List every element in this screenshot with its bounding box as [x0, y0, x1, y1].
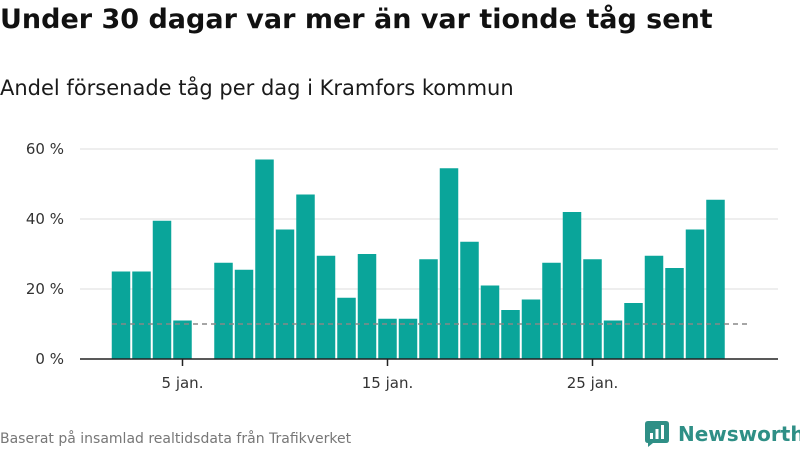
x-tick-label: 5 jan.: [162, 374, 204, 392]
y-tick-label: 60 %: [26, 140, 64, 158]
bar: [275, 229, 295, 359]
bar: [542, 262, 561, 359]
bar: [562, 212, 582, 359]
bar: [357, 254, 377, 359]
bar-chart: 0 % 20 % 40 % 60 % 5 jan. 15 jan. 25 jan.: [26, 140, 778, 392]
bar: [706, 199, 725, 359]
bar: [378, 318, 397, 359]
bar: [439, 168, 459, 359]
bar: [685, 229, 705, 359]
bar: [111, 271, 131, 359]
newsworthy-logo-icon: [645, 421, 669, 447]
brand-name: Newsworthy: [678, 422, 800, 446]
newsworthy-logo: Newsworthy: [644, 419, 800, 449]
bar: [316, 255, 336, 359]
bar: [132, 271, 151, 359]
bar: [255, 159, 274, 359]
x-tick-label: 25 jan.: [567, 374, 619, 392]
y-tick-label: 40 %: [26, 210, 64, 228]
bar: [173, 320, 192, 359]
bar: [214, 262, 233, 359]
x-tick-label: 15 jan.: [362, 374, 414, 392]
bar: [644, 255, 664, 359]
bar: [152, 220, 172, 359]
bar: [419, 259, 438, 359]
chart-title: Under 30 dagar var mer än var tionde tåg…: [0, 4, 713, 35]
bar: [398, 318, 418, 359]
bar: [624, 303, 643, 359]
x-axis: 5 jan. 15 jan. 25 jan.: [80, 358, 778, 392]
y-axis-ticks: 0 % 20 % 40 % 60 %: [26, 140, 64, 368]
bar: [296, 194, 315, 359]
bar: [665, 268, 684, 359]
bars: [111, 159, 725, 359]
bar: [234, 269, 254, 359]
bar: [583, 259, 602, 359]
bar: [603, 320, 623, 359]
bar: [460, 241, 479, 359]
bar: [521, 299, 541, 359]
y-tick-label: 0 %: [35, 350, 64, 368]
bar: [480, 285, 500, 359]
chart-subtitle: Andel försenade tåg per dag i Kramfors k…: [0, 76, 514, 100]
bar: [501, 310, 520, 359]
y-tick-label: 20 %: [26, 280, 64, 298]
source-note: Baserat på insamlad realtidsdata från Tr…: [0, 431, 352, 447]
bar: [337, 297, 356, 359]
